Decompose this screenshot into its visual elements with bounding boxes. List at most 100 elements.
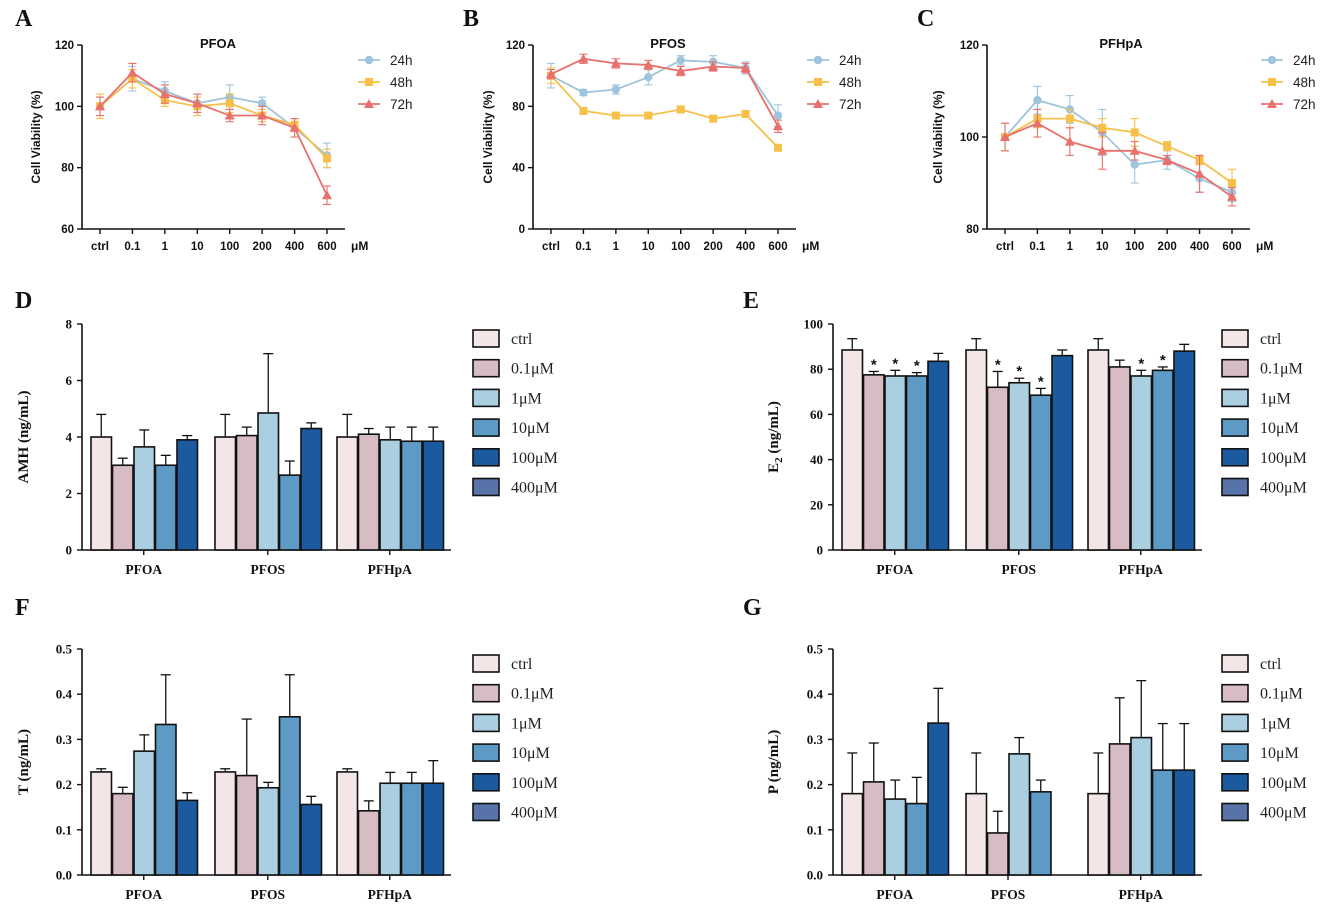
legend-swatch (472, 418, 500, 437)
series-72h (1000, 108, 1237, 207)
x-tick-label: 0.1 (124, 241, 141, 253)
data-point (1227, 191, 1237, 201)
panel-label: A (15, 6, 33, 32)
bar-PFOA-1μM (884, 375, 907, 551)
series-72h (546, 53, 783, 133)
legend-swatch (472, 802, 500, 822)
legend-swatch (472, 329, 500, 348)
bar-PFHpA-100μM (422, 782, 445, 876)
x-tick-label: 100 (220, 241, 239, 253)
y-tick-label: 0.0 (56, 868, 72, 883)
y-axis-label: P (ng/mL) (766, 730, 782, 795)
legend-label: 100μM (1260, 775, 1307, 792)
chart-title: PFOS (650, 36, 686, 51)
data-point (1033, 96, 1042, 105)
data-point (1129, 145, 1140, 155)
legend-label: 100μM (511, 450, 558, 467)
bar-PFHpA-1μM (1130, 736, 1153, 876)
y-tick-label: 0 (66, 543, 73, 558)
legend-label: 10μM (1260, 745, 1299, 762)
legend-label: 72h (390, 97, 413, 112)
x-tick-label: 10 (1096, 241, 1109, 253)
data-point (546, 69, 556, 79)
bar-PFOA-ctrl (841, 792, 864, 876)
y-tick-label: 2 (66, 486, 73, 501)
data-point (773, 111, 783, 120)
bar-PFOA-1μM (133, 750, 156, 876)
x-category-label: PFOS (1001, 562, 1036, 577)
y-tick-label: 4 (66, 430, 73, 445)
y-tick-label: 0 (519, 224, 525, 236)
bar-PFOA-ctrl (841, 349, 864, 551)
chart-title: PFOA (200, 36, 237, 51)
y-axis-label: E2 (ng/mL) (766, 401, 785, 473)
data-point (1130, 128, 1139, 137)
y-axis-label-main: P (ng/mL) (766, 730, 782, 795)
significance-marker: * (914, 358, 920, 375)
y-tick-label: 0.2 (807, 777, 823, 792)
data-point (611, 111, 620, 120)
series-line (1004, 99, 1233, 194)
data-point (1098, 123, 1107, 132)
significance-marker: * (1016, 363, 1022, 380)
legend-swatch (472, 447, 500, 467)
bar-PFHpA-0.1μM (357, 810, 380, 876)
bar-PFOS-ctrl (965, 792, 988, 876)
data-point (159, 89, 170, 99)
bar-PFHpA-0.1μM (357, 433, 380, 551)
bar-PFOS-10μM (1029, 791, 1052, 876)
bar-PFHpA-1μM (379, 782, 402, 876)
legend-swatch (1221, 477, 1249, 497)
legend-swatch (1221, 329, 1249, 348)
y-tick-label: 0.3 (807, 732, 824, 747)
bar-PFOS-1μM (1008, 381, 1031, 551)
legend-marker (814, 78, 822, 86)
legend-swatch (472, 654, 500, 673)
legend-marker (1267, 99, 1277, 108)
legend-label: 1μM (511, 715, 542, 732)
chart-panel-b: B PFOS 0 40 80 120 ctrl 0.1 1 10 100 200 400 600 μM Cel… (463, 6, 862, 253)
y-tick-label: 100 (960, 132, 979, 144)
bar-PFOA-100μM (927, 360, 950, 551)
data-point (322, 190, 332, 200)
legend-swatch (1221, 713, 1249, 733)
bar-PFOA-1μM (133, 446, 156, 551)
x-tick-label: 0.1 (1029, 241, 1046, 253)
legend-marker (813, 99, 823, 108)
data-point (774, 143, 782, 152)
x-tick-label: ctrl (996, 241, 1014, 253)
series-line (550, 57, 779, 127)
x-category-label: PFHpA (1119, 887, 1164, 902)
x-category-label: PFOA (876, 562, 913, 577)
bar-PFOA-100μM (927, 722, 950, 876)
legend-swatch (1221, 683, 1249, 703)
data-point (257, 110, 268, 120)
data-point (741, 110, 750, 118)
y-axis-label-main: AMH (ng/mL) (16, 391, 32, 484)
bar-PFHpA-ctrl (1087, 792, 1110, 876)
bar-PFOA-10μM (154, 464, 177, 551)
data-point (1065, 114, 1074, 123)
y-axis-label: AMH (ng/mL) (16, 391, 32, 484)
y-axis-label-suffix: (ng/mL) (766, 401, 782, 457)
data-point (709, 114, 718, 123)
legend-swatch (472, 743, 500, 762)
bar-PFOS-0.1μM (235, 774, 258, 876)
legend-label: ctrl (511, 656, 533, 673)
x-tick-label: ctrl (542, 241, 560, 253)
data-point (740, 63, 751, 72)
x-tick-label: 10 (642, 241, 655, 253)
bar-PFHpA-100μM (1173, 350, 1196, 551)
significance-marker: * (892, 355, 898, 372)
x-tick-label: 100 (1125, 241, 1144, 253)
y-tick-label: 6 (66, 373, 73, 388)
x-tick-label: 200 (704, 241, 723, 253)
chart-panel-g: G 0.0 0.1 0.2 0.3 0.4 0.5 P (ng/mL) PFOA PFOS PFHp… (743, 595, 1307, 902)
legend-marker (1267, 55, 1277, 65)
chart-panel-a: A PFOA 60 80 100 120 ctrl 0.1 1 10 100 200 400 600 μM C… (15, 6, 413, 253)
bar-PFOS-ctrl (214, 436, 237, 551)
data-point (676, 105, 685, 114)
significance-marker: * (871, 356, 877, 373)
legend-label: 10μM (511, 745, 550, 762)
x-tick-label: 600 (768, 241, 787, 253)
